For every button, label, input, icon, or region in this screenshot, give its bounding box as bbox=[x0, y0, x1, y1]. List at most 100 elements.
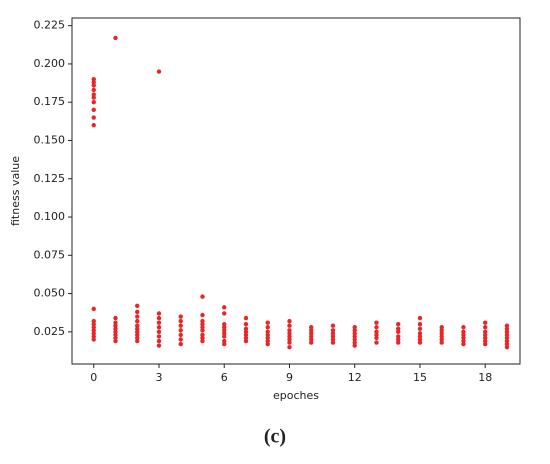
point bbox=[504, 329, 510, 335]
point bbox=[396, 334, 401, 339]
point bbox=[156, 329, 162, 335]
point bbox=[135, 329, 140, 335]
point bbox=[352, 325, 357, 330]
point bbox=[135, 338, 140, 344]
point bbox=[135, 326, 140, 331]
point bbox=[483, 338, 488, 344]
point bbox=[461, 332, 466, 338]
y-axis-label: fitness value bbox=[9, 156, 22, 226]
point bbox=[113, 326, 118, 331]
point bbox=[156, 343, 162, 348]
point bbox=[287, 334, 292, 339]
point bbox=[504, 323, 510, 328]
point bbox=[243, 326, 249, 331]
y-tick-label: 0.125 bbox=[34, 172, 66, 185]
point bbox=[352, 334, 357, 339]
point bbox=[222, 338, 227, 344]
point bbox=[91, 115, 96, 120]
point bbox=[504, 341, 510, 347]
point bbox=[200, 332, 205, 338]
point bbox=[113, 35, 118, 41]
point bbox=[135, 309, 140, 315]
point bbox=[461, 325, 466, 330]
y-tick-label: 0.200 bbox=[34, 57, 66, 70]
point bbox=[200, 294, 205, 299]
point bbox=[91, 83, 96, 88]
point bbox=[91, 331, 96, 336]
point bbox=[287, 318, 292, 324]
y-tick-label: 0.150 bbox=[34, 133, 66, 146]
point bbox=[352, 331, 357, 336]
point bbox=[330, 337, 336, 342]
point bbox=[200, 321, 205, 327]
point bbox=[309, 331, 314, 336]
point bbox=[309, 325, 314, 330]
point bbox=[178, 341, 183, 347]
x-tick-label: 9 bbox=[286, 371, 293, 384]
point bbox=[287, 340, 292, 345]
point bbox=[352, 328, 357, 333]
point bbox=[113, 323, 118, 328]
x-tick-label: 18 bbox=[478, 371, 492, 384]
point bbox=[222, 328, 227, 333]
point bbox=[396, 329, 401, 335]
point bbox=[91, 77, 96, 82]
point bbox=[461, 335, 466, 341]
point bbox=[309, 340, 314, 345]
point bbox=[287, 344, 292, 350]
y-tick-label: 0.100 bbox=[34, 210, 66, 223]
point bbox=[330, 334, 336, 339]
point bbox=[265, 329, 270, 335]
point bbox=[483, 332, 488, 338]
point bbox=[396, 326, 401, 331]
point bbox=[483, 320, 488, 325]
point bbox=[135, 335, 140, 341]
point bbox=[91, 80, 96, 85]
point bbox=[309, 337, 314, 342]
point bbox=[504, 335, 510, 341]
point bbox=[135, 323, 140, 328]
point bbox=[91, 325, 96, 330]
point bbox=[222, 334, 227, 339]
point bbox=[200, 328, 205, 333]
point bbox=[396, 337, 401, 342]
point bbox=[439, 328, 444, 333]
caption: (c) bbox=[264, 426, 286, 448]
point bbox=[113, 320, 118, 325]
point bbox=[243, 338, 249, 344]
point bbox=[396, 340, 401, 345]
y-tick-label: 0.025 bbox=[34, 325, 66, 338]
point bbox=[461, 329, 466, 335]
point bbox=[91, 328, 96, 333]
point bbox=[156, 334, 162, 339]
point bbox=[439, 331, 444, 336]
point bbox=[200, 335, 205, 341]
point bbox=[91, 92, 96, 97]
point bbox=[91, 321, 96, 327]
point bbox=[243, 315, 249, 321]
point bbox=[417, 337, 423, 342]
point bbox=[265, 335, 270, 341]
point bbox=[156, 338, 162, 344]
point bbox=[265, 341, 270, 347]
point bbox=[91, 318, 96, 324]
point bbox=[91, 122, 96, 128]
point bbox=[222, 331, 227, 336]
point bbox=[178, 314, 183, 319]
point bbox=[91, 334, 96, 339]
point bbox=[504, 344, 510, 350]
y-tick-label: 0.050 bbox=[34, 287, 66, 300]
point bbox=[287, 331, 292, 336]
point bbox=[222, 321, 227, 327]
point bbox=[352, 340, 357, 345]
point bbox=[374, 340, 379, 345]
point bbox=[352, 343, 357, 348]
point bbox=[200, 325, 205, 330]
point bbox=[374, 320, 379, 325]
point bbox=[156, 69, 162, 74]
point bbox=[156, 315, 162, 321]
point bbox=[243, 321, 249, 327]
x-tick-label: 6 bbox=[221, 371, 228, 384]
point bbox=[374, 332, 379, 338]
point bbox=[178, 328, 183, 333]
